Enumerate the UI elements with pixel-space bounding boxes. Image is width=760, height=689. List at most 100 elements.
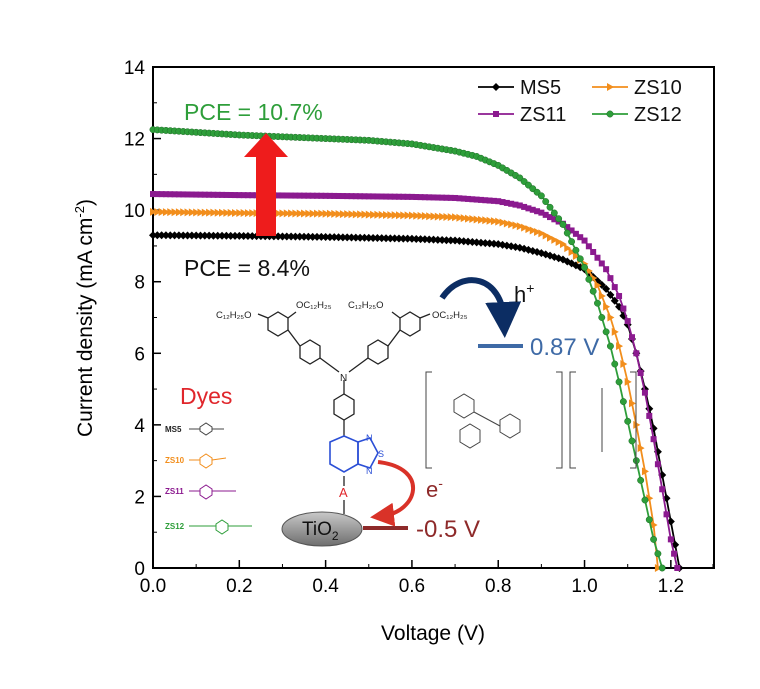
- dye-zs11-label: ZS11: [165, 487, 184, 496]
- data-point-zs10: [313, 209, 321, 218]
- hole-transfer-arrow: [439, 277, 522, 338]
- data-point-zs11: [391, 193, 398, 200]
- data-point-zs10: [387, 211, 395, 220]
- data-point-zs11: [344, 193, 351, 200]
- data-point-zs11: [551, 216, 558, 223]
- data-point-ms5: [295, 232, 304, 241]
- data-point-zs11: [663, 511, 670, 518]
- data-point-zs11: [572, 230, 579, 237]
- data-point-zs11: [214, 191, 221, 198]
- data-point-zs11: [434, 194, 441, 201]
- data-point-zs11: [443, 194, 450, 201]
- ring-mid-left: [299, 339, 321, 365]
- data-point-zs10: [154, 207, 162, 216]
- data-point-zs11: [585, 243, 592, 250]
- data-point-zs12: [602, 328, 610, 336]
- data-point-zs11: [674, 565, 681, 571]
- data-point-ms5: [243, 232, 252, 241]
- data-point-zs11: [568, 227, 575, 234]
- data-point-zs11: [482, 197, 489, 204]
- data-point-zs11: [499, 199, 506, 206]
- data-point-zs10: [383, 210, 391, 219]
- data-point-ms5: [325, 233, 334, 242]
- legend-marker-zs10: [607, 83, 614, 91]
- data-point-zs10: [227, 208, 235, 217]
- data-point-zs10: [171, 208, 179, 217]
- data-point-ms5: [382, 234, 391, 243]
- data-point-ms5: [170, 231, 179, 240]
- x-tick-label: 1.0: [571, 576, 597, 597]
- data-point-zs12: [641, 496, 649, 504]
- x-tick-label: 0.6: [399, 576, 425, 597]
- axis-ticks: 0.0 0.2 0.4 0.6 0.8 1.0 1.2 0 2 4 6 8 10 12 14: [124, 58, 714, 597]
- data-point-zs10: [180, 208, 188, 217]
- data-point-zs10: [547, 233, 555, 242]
- data-point-zs10: [231, 208, 239, 217]
- data-point-zs10: [460, 214, 468, 223]
- data-point-zs10: [339, 210, 347, 219]
- data-point-zs11: [542, 211, 549, 218]
- data-point-zs10: [352, 210, 360, 219]
- data-point-ms5: [420, 235, 429, 244]
- legend-label-ms5: MS5: [520, 77, 561, 99]
- data-point-zs11: [469, 196, 476, 203]
- data-point-zs12: [645, 516, 653, 524]
- legend: MS5 ZS10 ZS11 ZS12: [478, 77, 682, 126]
- data-point-zs11: [650, 436, 657, 443]
- data-point-zs12: [615, 378, 623, 386]
- data-point-zs10: [167, 208, 175, 217]
- data-point-ms5: [200, 231, 209, 240]
- data-point-zs11: [633, 350, 640, 357]
- data-point-zs10: [482, 216, 490, 225]
- substituent-left-label-2: C₁₂H₂₅O: [348, 300, 384, 311]
- data-point-zs10: [508, 220, 516, 229]
- benzothiadiazole-unit: [329, 435, 379, 473]
- substituent-right-label-2: OC₁₂H₂₅: [432, 310, 468, 321]
- data-point-zs11: [210, 191, 217, 198]
- data-point-ms5: [334, 233, 343, 242]
- data-point-zs10: [598, 292, 606, 301]
- data-point-zs10: [301, 209, 309, 218]
- data-point-zs10: [486, 216, 494, 225]
- data-point-zs11: [322, 192, 329, 199]
- data-point-zs10: [400, 211, 408, 220]
- pce-improvement-arrow: [244, 133, 288, 236]
- redox-complex-sketch: [425, 371, 637, 469]
- data-point-ms5: [351, 233, 360, 242]
- data-point-zs11: [667, 536, 674, 543]
- data-point-zs12: [581, 263, 588, 271]
- data-point-zs10: [249, 209, 257, 218]
- data-point-zs10: [193, 208, 201, 217]
- data-point-zs10: [452, 213, 460, 222]
- data-point-zs10: [322, 209, 330, 218]
- data-point-zs11: [193, 191, 200, 198]
- x-axis-label: Voltage (V): [381, 622, 485, 645]
- dye-zs10-label: ZS10: [165, 456, 185, 465]
- data-point-zs12: [658, 564, 666, 572]
- data-point-zs11: [305, 192, 312, 199]
- data-point-zs10: [503, 219, 511, 228]
- data-point-ms5: [356, 233, 365, 242]
- data-point-ms5: [446, 236, 455, 245]
- legend-label-zs10: ZS10: [634, 77, 682, 99]
- data-point-zs11: [231, 192, 238, 199]
- data-point-zs10: [219, 208, 227, 217]
- data-point-ms5: [222, 231, 231, 240]
- data-point-zs11: [426, 194, 433, 201]
- data-point-zs12: [624, 417, 632, 425]
- data-point-zs11: [439, 194, 446, 201]
- y-tick-label: 0: [134, 559, 145, 580]
- data-point-zs10: [391, 211, 399, 220]
- x-tick-label: 0.2: [226, 576, 252, 597]
- data-point-zs10: [439, 212, 447, 221]
- series-ms5: [149, 231, 684, 572]
- data-point-zs10: [361, 210, 369, 219]
- data-point-zs11: [477, 196, 484, 203]
- data-point-zs10: [572, 251, 580, 260]
- data-point-zs11: [421, 194, 428, 201]
- legend-item-zs11: ZS11: [478, 104, 566, 126]
- data-point-zs11: [637, 369, 644, 376]
- data-point-zs10: [559, 240, 567, 249]
- data-point-ms5: [407, 234, 416, 243]
- data-point-zs10: [469, 215, 477, 224]
